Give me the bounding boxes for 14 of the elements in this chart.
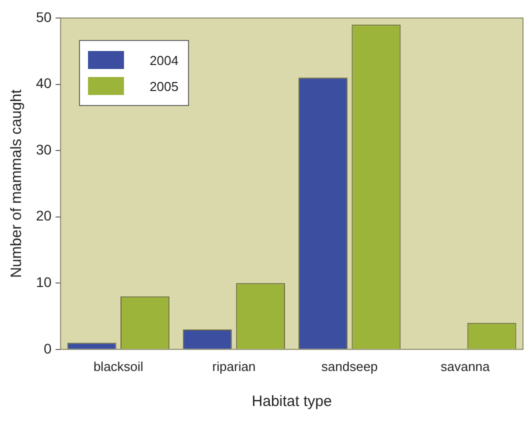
x-tick-label: sandseep xyxy=(321,358,378,374)
y-tick-label: 40 xyxy=(36,75,52,92)
y-tick-label: 10 xyxy=(36,274,52,290)
x-tick-label: riparian xyxy=(212,358,256,374)
x-axis-title: Habitat type xyxy=(252,393,332,410)
legend-label: 2005 xyxy=(150,78,178,94)
y-tick-label: 0 xyxy=(44,340,52,356)
y-axis-title: Number of mammals caught xyxy=(8,88,26,278)
y-tick-label: 20 xyxy=(36,208,52,224)
y-tick-label: 30 xyxy=(36,141,52,158)
y-tick-label: 50 xyxy=(36,8,52,25)
x-tick-label: blacksoil xyxy=(93,358,144,374)
x-tick-label: savanna xyxy=(440,358,491,374)
legend-label: 2004 xyxy=(150,52,178,68)
